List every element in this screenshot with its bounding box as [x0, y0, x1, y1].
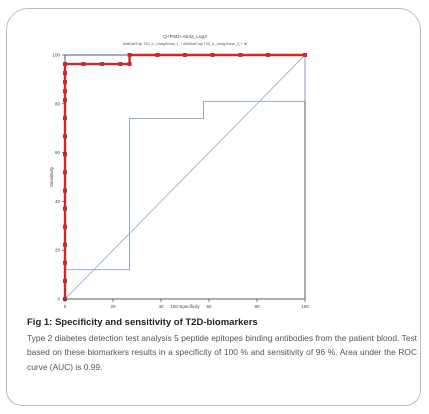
- roc-point: [118, 62, 123, 67]
- roc-point: [238, 53, 243, 57]
- ticks-layer: 0 20 40 60 80 100 0 20 40 60 80 100: [52, 53, 309, 310]
- roc-point: [183, 53, 187, 57]
- roc-point: [99, 62, 104, 67]
- roc-point: [63, 116, 67, 121]
- roc-curve-secondary: [64, 55, 306, 299]
- y-tick-label: 100: [52, 53, 60, 58]
- roc-point: [266, 53, 271, 57]
- roc-point: [155, 53, 160, 57]
- roc-point: [63, 188, 67, 193]
- y-tick-label: 40: [55, 199, 61, 204]
- roc-point: [303, 53, 307, 57]
- y-tick-label: 0: [57, 297, 60, 302]
- roc-point: [127, 53, 132, 57]
- figure-caption-body: Type 2 diabetes detection test analysis …: [27, 333, 417, 372]
- x-tick-label: 20: [110, 304, 116, 309]
- roc-point: [210, 53, 215, 57]
- roc-point: [63, 62, 67, 67]
- roc-point: [63, 80, 67, 85]
- roc-point: [63, 206, 67, 211]
- roc-point: [63, 98, 67, 103]
- reference-diagonal-line: [64, 54, 306, 300]
- chart-subtitle: AntiDiabTrap T2D_IL_UnsigSmrse_1_+ AntiD…: [123, 42, 248, 46]
- figure-card: Q+PSD+Ab42_Log4 AntiDiabTrap T2D_IL_Unsi…: [6, 8, 421, 406]
- roc-point: [63, 170, 67, 175]
- series-layer: [63, 53, 307, 301]
- roc-chart: Q+PSD+Ab42_Log4 AntiDiabTrap T2D_IL_Unsi…: [49, 34, 309, 310]
- roc-point: [63, 224, 67, 229]
- x-tick-label: 80: [254, 304, 260, 309]
- roc-point: [63, 242, 67, 247]
- y-axis-label: Sensitivity: [49, 166, 54, 187]
- x-tick-label: 40: [158, 304, 164, 309]
- roc-point: [63, 278, 67, 283]
- y-tick-label: 60: [55, 150, 61, 155]
- figure-caption-title: Fig 1: Specificity and sensitivity of T2…: [27, 317, 258, 328]
- roc-point: [63, 152, 67, 157]
- roc-point: [63, 260, 67, 265]
- x-tick-label: 100: [301, 304, 309, 309]
- roc-point: [63, 89, 67, 94]
- roc-point: [63, 71, 67, 76]
- x-axis-label: 100-Specificity: [170, 304, 200, 309]
- x-tick-label: 60: [206, 304, 212, 309]
- roc-point: [81, 62, 86, 67]
- y-tick-label: 20: [55, 248, 61, 253]
- chart-title: Q+PSD+Ab42_Log4: [163, 34, 207, 40]
- roc-point: [63, 134, 67, 139]
- roc-point: [127, 62, 132, 67]
- x-tick-label: 0: [64, 304, 67, 309]
- y-tick-label: 80: [55, 101, 61, 106]
